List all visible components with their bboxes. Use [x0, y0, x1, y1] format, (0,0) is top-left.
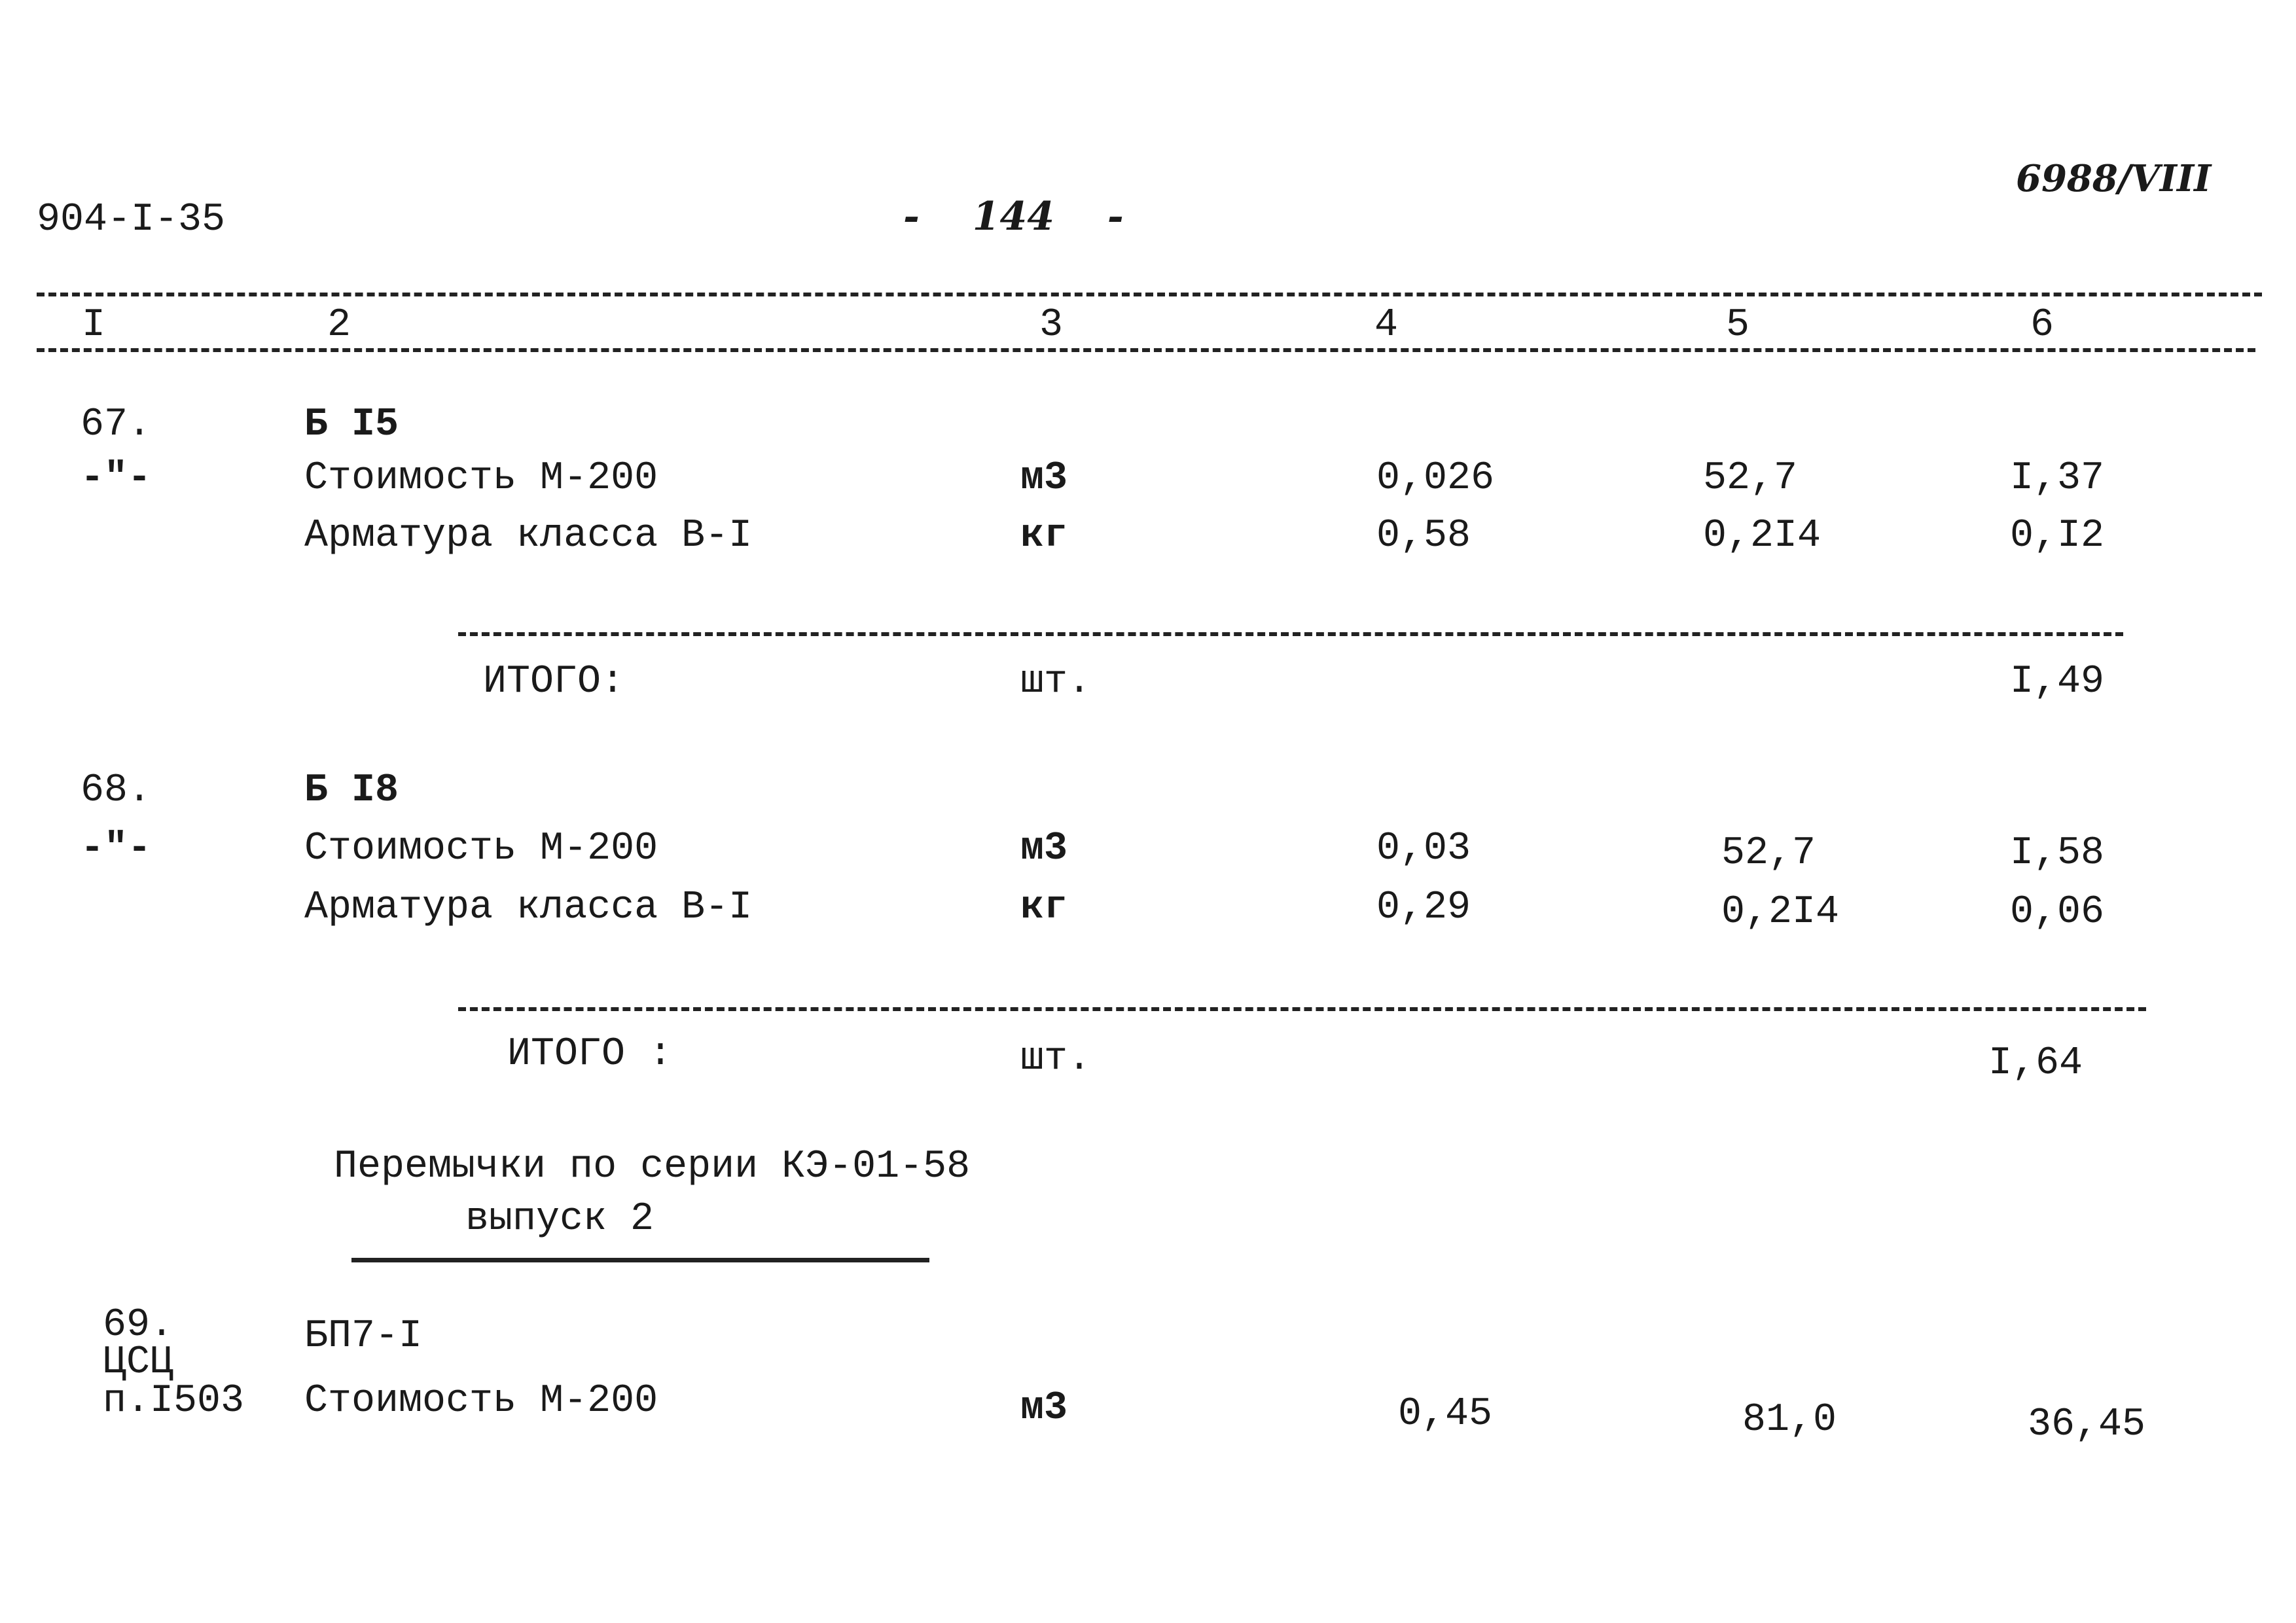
- column-header: I: [82, 303, 106, 348]
- unit: м3: [1020, 1386, 1068, 1431]
- unit: м3: [1020, 456, 1068, 501]
- rule: [37, 348, 2255, 352]
- rule: [458, 1007, 2146, 1011]
- price: 0,2I4: [1721, 890, 1840, 935]
- item-number: 69.: [103, 1303, 174, 1347]
- item-name: Б I5: [304, 402, 399, 447]
- price: 52,7: [1721, 831, 1816, 876]
- quantity: 0,29: [1376, 885, 1471, 930]
- ditto: -"-: [81, 456, 152, 501]
- rule: [458, 632, 2123, 636]
- page-number: - 144 -: [903, 194, 1124, 240]
- column-header: 6: [2030, 303, 2054, 348]
- price: 81,0: [1742, 1398, 1837, 1442]
- rule: [37, 293, 2262, 296]
- unit: шт.: [1020, 1037, 1092, 1081]
- unit: кг: [1020, 514, 1068, 558]
- section-subtitle: выпуск 2: [465, 1197, 655, 1241]
- stamp: 6988/VIII: [2016, 157, 2212, 200]
- column-header: 3: [1039, 303, 1064, 348]
- quantity: 0,03: [1376, 827, 1471, 871]
- reference: п.I503: [103, 1379, 245, 1423]
- item-number: 68.: [81, 768, 152, 813]
- quantity: 0,026: [1376, 456, 1495, 501]
- unit: м3: [1020, 827, 1068, 871]
- item-name: Б I8: [304, 768, 399, 813]
- unit: шт.: [1020, 660, 1092, 704]
- unit: кг: [1020, 885, 1068, 930]
- reference: ЦСЦ: [103, 1340, 174, 1385]
- row-name: Арматура класса В-I: [304, 514, 753, 558]
- quantity: 0,45: [1398, 1392, 1493, 1436]
- total: 36,45: [2028, 1402, 2146, 1447]
- price: 52,7: [1703, 456, 1798, 501]
- column-header: 2: [327, 303, 351, 348]
- column-header: 4: [1374, 303, 1399, 348]
- document-code: 904-I-35: [37, 198, 226, 242]
- row-name: Стоимость М-200: [304, 827, 658, 871]
- row-name: Стоимость М-200: [304, 1379, 658, 1423]
- row-name: Стоимость М-200: [304, 456, 658, 501]
- total: 0,I2: [2010, 514, 2105, 558]
- total: 0,06: [2010, 890, 2105, 935]
- summary-label: ИТОГО :: [507, 1032, 673, 1077]
- section-title: Перемычки по серии КЭ-01-58: [334, 1145, 971, 1189]
- summary-label: ИТОГО:: [483, 660, 625, 704]
- total: I,37: [2010, 456, 2105, 501]
- column-header: 5: [1726, 303, 1750, 348]
- total: I,49: [2010, 660, 2105, 704]
- total: I,58: [2010, 831, 2105, 876]
- quantity: 0,58: [1376, 514, 1471, 558]
- price: 0,2I4: [1703, 514, 1821, 558]
- row-name: Арматура класса В-I: [304, 885, 753, 930]
- item-name: БП7-I: [304, 1314, 423, 1359]
- underline: [351, 1258, 929, 1262]
- total: I,64: [1988, 1041, 2083, 1086]
- ditto: -"-: [81, 827, 152, 871]
- item-number: 67.: [81, 402, 152, 447]
